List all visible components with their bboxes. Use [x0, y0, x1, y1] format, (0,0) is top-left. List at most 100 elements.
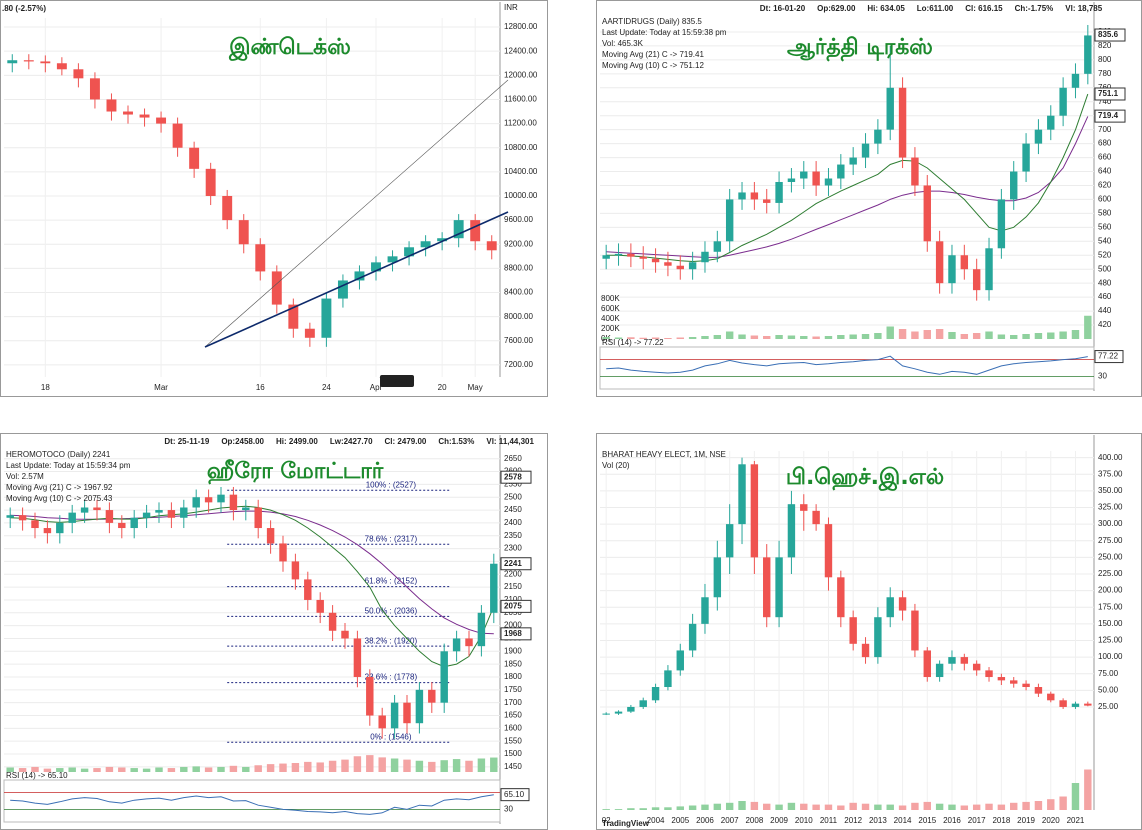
- volume-bar: [911, 331, 919, 339]
- y-tick-label: 275.00: [1098, 536, 1123, 545]
- candle-body: [123, 111, 133, 115]
- volume-bar: [972, 333, 981, 339]
- candle-body: [997, 677, 1006, 681]
- volume-bar: [849, 334, 857, 339]
- y-tick-label: 175.00: [1098, 602, 1123, 611]
- candle-body: [1022, 143, 1030, 172]
- candle-body: [1047, 115, 1055, 130]
- candle-body: [18, 515, 27, 521]
- candle-body: [366, 676, 374, 716]
- volume-bar: [155, 767, 163, 772]
- candle-body: [639, 700, 647, 707]
- timezone-button[interactable]: [380, 375, 414, 387]
- volume-bar: [874, 804, 882, 810]
- volume-bar: [1047, 332, 1055, 339]
- y-tick-label: 375.00: [1098, 469, 1123, 478]
- y-tick-label: 640: [1098, 167, 1112, 176]
- info-text: Dt: 16-01-20: [760, 4, 806, 13]
- volume-bar: [837, 335, 845, 339]
- candle-body: [328, 612, 337, 631]
- info-text: Vl: 11,44,301: [486, 437, 534, 446]
- candle-body: [341, 630, 349, 639]
- volume-bar: [787, 335, 796, 339]
- x-tick-label: 18: [41, 383, 50, 392]
- volume-bar: [366, 755, 374, 772]
- y-tick-label: 7200.00: [504, 360, 533, 369]
- volume-bar: [1071, 783, 1080, 810]
- candle-body: [725, 524, 734, 558]
- volume-bar: [763, 803, 771, 810]
- y-tick-label: 1750: [504, 685, 522, 694]
- y-tick-label: 2350: [504, 531, 522, 540]
- candle-body: [387, 256, 398, 263]
- candle-body: [972, 663, 981, 671]
- y-tick-label: 11200.00: [504, 119, 537, 128]
- moving-average: [10, 505, 495, 668]
- volume-bar: [403, 759, 411, 772]
- moving-average: [606, 93, 1089, 263]
- y-tick-label: 580: [1098, 209, 1112, 218]
- candle-body: [106, 99, 117, 112]
- volume-bar: [861, 803, 870, 810]
- y-tick-label: 520: [1098, 250, 1112, 259]
- y-tick-label: 1900: [504, 646, 522, 655]
- candle-body: [1071, 703, 1080, 707]
- volume-bar: [266, 764, 275, 772]
- y-tick-label: 1550: [504, 736, 522, 745]
- candle-body: [775, 181, 783, 203]
- y-tick-label: 2550: [504, 479, 522, 488]
- candle-body: [105, 510, 114, 523]
- y-tick-label: 2150: [504, 582, 522, 591]
- x-tick-label: 02: [602, 816, 611, 825]
- candle-body: [56, 522, 64, 534]
- x-tick-label: May: [468, 383, 483, 392]
- fib-label: 38.2% : (1920): [365, 636, 418, 645]
- y-tick-label: 100.00: [1098, 652, 1123, 661]
- candle-body: [861, 143, 870, 158]
- candle-body: [437, 238, 448, 242]
- candle-body: [130, 517, 138, 529]
- y-tick-label: 1600: [504, 723, 522, 732]
- candle-body: [486, 241, 497, 251]
- chart-layers: 7200.00 7600.00 8000.00 8400.00 8800.00 9200.…: [2, 2, 1126, 828]
- timezone-button-label[interactable]: Timezone: [380, 376, 415, 385]
- volume-bar: [688, 805, 697, 810]
- axis-label: INR: [504, 3, 518, 12]
- rsi-line: [10, 794, 494, 815]
- y-tick-label: 8400.00: [504, 288, 533, 297]
- candle-body: [139, 114, 150, 118]
- price-tag-label: 2578: [504, 472, 522, 481]
- volume-bar: [130, 768, 138, 772]
- volume-bar: [291, 763, 300, 772]
- volume-bar: [664, 338, 672, 339]
- volume-bar: [6, 767, 14, 772]
- candle-body: [255, 244, 266, 272]
- candle-body: [849, 157, 857, 165]
- volume-bar: [935, 329, 944, 339]
- candle-body: [304, 328, 315, 338]
- legend-entry: Moving Avg (21) C -> 719.41: [602, 50, 704, 59]
- candle-body: [763, 199, 771, 203]
- y-tick-label: 2500: [504, 492, 522, 501]
- volume-bar: [490, 757, 498, 772]
- candle-body: [997, 199, 1006, 249]
- candle-body: [204, 497, 213, 503]
- candle-body: [155, 510, 163, 513]
- price-tag-label: 751.1: [1098, 89, 1119, 98]
- candle-body: [627, 253, 635, 257]
- volume-bar: [972, 804, 981, 810]
- x-tick-label: 16: [256, 383, 265, 392]
- info-text: Hi: 2499.00: [276, 437, 318, 446]
- volume-bar: [1084, 315, 1092, 339]
- volume-bar: [465, 760, 473, 772]
- candle-body: [676, 650, 684, 671]
- x-tick-label: 2011: [820, 816, 838, 825]
- volume-bar: [1022, 334, 1030, 339]
- y-tick-label: 250.00: [1098, 552, 1123, 561]
- volume-bar: [602, 337, 610, 339]
- panel-frame: [596, 0, 1142, 397]
- candle-body: [217, 494, 225, 503]
- volume-bar: [824, 336, 833, 339]
- candle-body: [602, 255, 610, 259]
- candle-body: [266, 528, 275, 544]
